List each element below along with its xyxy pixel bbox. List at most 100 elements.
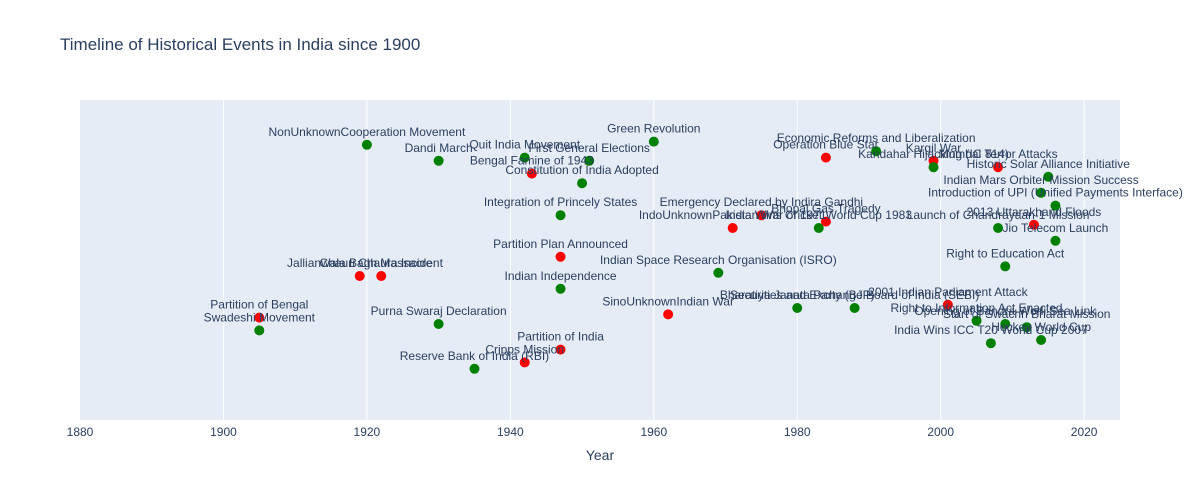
data-point — [1000, 261, 1011, 272]
data-point-label: First General Elections — [529, 141, 650, 155]
data-point-label: Jio Telecom Launch — [1003, 221, 1109, 235]
data-point-label: Hockey World Cup — [991, 320, 1091, 334]
x-axis-ticks: 1880 1900 1920 1940 1960 1980 2000 2020 — [67, 425, 1098, 439]
data-point — [1000, 319, 1011, 329]
data-point — [813, 223, 824, 233]
data-point — [820, 152, 831, 163]
data-point — [928, 162, 939, 173]
data-point-label: Dandi March — [405, 141, 473, 155]
data-point-label: Partition of India — [517, 330, 604, 344]
data-point — [727, 223, 738, 233]
data-point-label: Operation Blue Star — [773, 138, 878, 152]
plot-area — [80, 100, 1120, 420]
data-point — [469, 363, 480, 374]
data-point — [519, 357, 530, 368]
data-point — [871, 146, 882, 157]
data-point-label: Chauri Chaura Incident — [320, 256, 444, 270]
data-point — [1028, 219, 1039, 230]
data-point — [942, 299, 953, 310]
data-point-label: India Wins ICC T20 World Cup 2007 — [894, 323, 1088, 337]
x-tick-label: 1940 — [497, 425, 524, 439]
x-tick-label: 2000 — [927, 425, 954, 439]
data-point — [526, 168, 537, 179]
data-point-label: India Wins Cricket World Cup 1983 — [725, 208, 912, 222]
data-point — [971, 315, 982, 326]
x-tick-label: 2020 — [1071, 425, 1098, 439]
data-point — [361, 139, 372, 150]
data-point — [519, 152, 530, 163]
data-point-label: Constitution of India Adopted — [505, 163, 658, 177]
data-point-label: Integration of Princely States — [484, 195, 637, 209]
data-point — [1036, 187, 1047, 198]
data-point — [354, 271, 365, 281]
x-tick-label: 1980 — [784, 425, 811, 439]
data-point-label: Economic Reforms and Liberalization — [777, 131, 976, 145]
data-points — [254, 136, 1061, 374]
data-point — [756, 210, 767, 221]
data-point — [584, 155, 595, 166]
data-point — [985, 338, 996, 349]
data-point-label: Jallianwala Bagh Massacre — [287, 256, 433, 270]
data-point-label: Introduction of UPI (Unified Payments In… — [928, 186, 1183, 200]
data-point-label: Historic Solar Alliance Initiative — [967, 157, 1131, 171]
data-point-label: Kargil War — [906, 141, 962, 155]
data-point — [993, 223, 1004, 233]
data-point — [555, 283, 566, 294]
data-point — [1036, 335, 1047, 345]
data-point — [376, 271, 387, 281]
data-point-label: Bharatiya Janata Party (BJP) — [720, 288, 875, 302]
data-point-label: Indian Mars Orbiter Mission Success — [943, 173, 1138, 187]
data-point-label: Securities and Exchange Board of India (… — [730, 288, 979, 302]
data-point-label: Kandahar Hijacking (IC 814) — [858, 147, 1009, 161]
data-point — [555, 344, 566, 355]
x-tick-label: 1920 — [354, 425, 381, 439]
data-point — [849, 303, 860, 313]
data-point-label: Start of Swachh Bharat Mission — [943, 307, 1110, 321]
data-point-label: Right to Education Act — [946, 246, 1065, 260]
chart-title: Timeline of Historical Events in India s… — [60, 35, 420, 54]
data-point-label: Indian Independence — [504, 269, 616, 283]
data-point — [254, 325, 265, 336]
data-point — [433, 155, 444, 166]
data-point — [1050, 235, 1061, 246]
data-point — [648, 136, 659, 147]
data-point — [555, 210, 566, 221]
data-point — [1043, 171, 1054, 182]
data-point-label: Right to Information Act Enacted — [890, 301, 1062, 315]
data-point-label: Quit India Movement — [469, 138, 580, 152]
data-point-label: Green Revolution — [607, 122, 700, 136]
data-point-label: Bengal Famine of 1943 — [470, 154, 594, 168]
data-point-label: Partition of Bengal — [210, 298, 308, 312]
data-point-label: Launch of Chandrayaan-1 Mission — [907, 208, 1090, 222]
x-axis-label: Year — [586, 447, 615, 463]
data-point — [713, 267, 724, 278]
data-point-label: Opening of Bandra-Worli Sea Link — [914, 304, 1097, 318]
data-point-label: Partition Plan Announced — [493, 237, 628, 251]
data-point — [433, 319, 444, 329]
data-point-label: Cripps Mission — [485, 342, 564, 356]
x-tick-label: 1880 — [67, 425, 94, 439]
data-point-label: SinoUnknownIndian War — [602, 294, 734, 308]
x-tick-label: 1900 — [210, 425, 237, 439]
data-point — [1021, 322, 1032, 333]
data-point-label: 2001 Indian Parliament Attack — [868, 285, 1028, 299]
data-point-label: 2013 Uttarakhand Floods — [967, 205, 1102, 219]
x-tick-label: 1960 — [640, 425, 667, 439]
data-point-label: Indian Space Research Organisation (ISRO… — [600, 253, 837, 267]
data-point — [820, 216, 831, 227]
data-point-label: Emergency Declared by Indira Gandhi — [660, 195, 863, 209]
data-point — [663, 309, 674, 320]
data-point-label: Reserve Bank of India (RBI) — [400, 349, 549, 363]
data-point — [577, 178, 588, 189]
data-point — [555, 251, 566, 262]
data-point — [993, 162, 1004, 173]
data-point — [254, 312, 265, 323]
data-point-label: NonUnknownCooperation Movement — [269, 125, 466, 139]
data-point-label: Mumbai Terror Attacks — [938, 147, 1057, 161]
data-point-label: IndoUnknownPakistan War of 1971 — [639, 208, 827, 222]
data-point — [792, 303, 803, 313]
data-point-label: Bhopal Gas Tragedy — [771, 202, 880, 216]
data-point-label: Swadeshi Movement — [204, 310, 316, 324]
